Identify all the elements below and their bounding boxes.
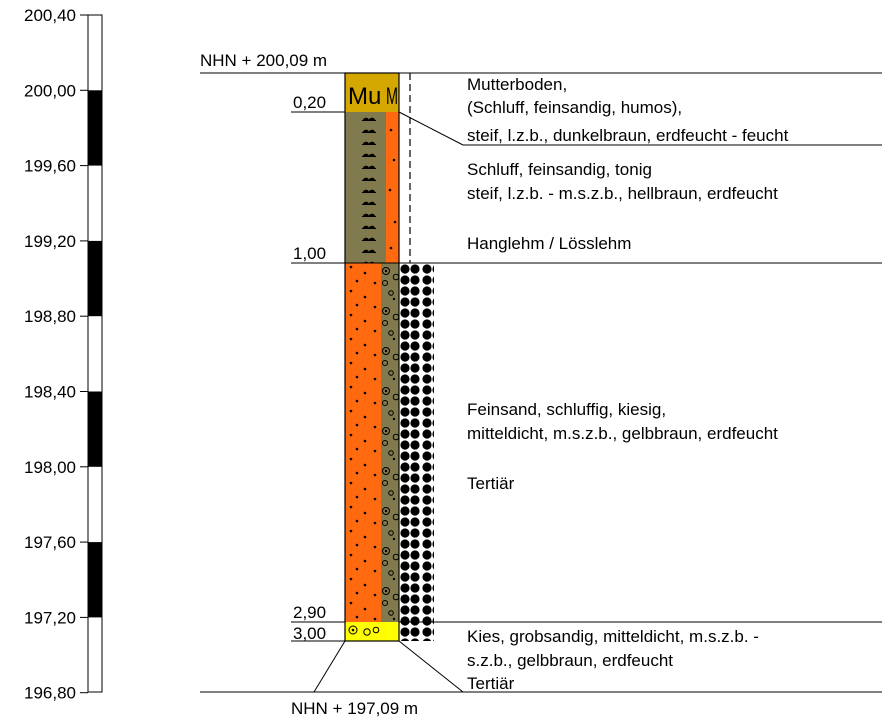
layer-kies bbox=[345, 622, 399, 641]
schluff-sand-dots bbox=[388, 128, 397, 250]
feinsand-gravel-pattern bbox=[381, 263, 399, 622]
depth-label-1-00: 1,00 bbox=[293, 244, 326, 263]
desc-schluff-4: Hanglehm / Lösslehm bbox=[467, 234, 631, 253]
desc-schluff-2: steif, l.z.b. - m.s.z.b., hellbraun, erd… bbox=[467, 184, 778, 203]
depth-label-0-20: 0,20 bbox=[293, 93, 326, 112]
mutterboden-fill bbox=[345, 73, 399, 112]
scale-tick-label: 200,00 bbox=[24, 81, 76, 100]
scale-tick-label: 198,80 bbox=[24, 307, 76, 326]
scale-tick-label: 199,20 bbox=[24, 232, 76, 251]
desc-schluff-1: Schluff, feinsandig, tonig bbox=[467, 160, 652, 179]
layer-mutterboden: Mu M bbox=[345, 73, 399, 112]
layer-feinsand bbox=[345, 263, 434, 641]
scale-bar-outline bbox=[87, 14, 103, 693]
desc-mutterboden-1: Mutterboden, bbox=[467, 75, 567, 94]
top-elevation-label: NHN + 200,09 m bbox=[200, 51, 327, 70]
schluff-pattern bbox=[345, 112, 386, 263]
scale-tick-label: 197,60 bbox=[24, 533, 76, 552]
schluff-sand-stripe bbox=[386, 112, 399, 263]
desc-mutterboden-2: (Schluff, feinsandig, humos), bbox=[467, 98, 682, 117]
kies-fill bbox=[345, 622, 399, 641]
layer-schluff bbox=[345, 112, 399, 263]
column-outline bbox=[344, 72, 400, 642]
scale-segment bbox=[88, 391, 102, 467]
bottom-elevation-label: NHN + 197,09 m bbox=[291, 699, 418, 718]
mu-symbol-side: M bbox=[386, 83, 398, 110]
depth-scale: 200,40 200,00 199,60 199,20 198,80 198,40 198,… bbox=[24, 6, 103, 703]
depth-label-3-00: 3,00 bbox=[293, 624, 326, 643]
desc-kies-2: s.z.b., gelbbraun, erdfeucht bbox=[467, 651, 673, 670]
scale-tick-label: 197,20 bbox=[24, 608, 76, 627]
scale-segment bbox=[88, 240, 102, 317]
scale-tick-label: 196,80 bbox=[24, 684, 76, 703]
desc-feinsand-4: Tertiär bbox=[467, 474, 515, 493]
depth-label-2-90: 2,90 bbox=[293, 603, 326, 622]
mu-symbol: Mu bbox=[348, 83, 381, 110]
desc-kies-3: Tertiär bbox=[467, 674, 515, 693]
scale-tick-label: 198,00 bbox=[24, 458, 76, 477]
boundary-lines bbox=[291, 111, 882, 693]
scale-segment bbox=[88, 542, 102, 618]
desc-kies-1: Kies, grobsandig, mitteldicht, m.s.z.b. … bbox=[467, 627, 759, 646]
scale-tick-label: 200,40 bbox=[24, 6, 76, 25]
desc-feinsand-2: mitteldicht, m.s.z.b., gelbbraun, erdfeu… bbox=[467, 424, 778, 443]
feinsand-pattern bbox=[345, 263, 381, 622]
scale-tick-label: 198,40 bbox=[24, 383, 76, 402]
scale-tick-label: 199,60 bbox=[24, 157, 76, 176]
feinsand-moisture-column bbox=[399, 263, 434, 641]
desc-mutterboden-3: steif, l.z.b., dunkelbraun, erdfeucht - … bbox=[467, 126, 789, 145]
scale-segment bbox=[88, 90, 102, 166]
desc-feinsand-1: Feinsand, schluffig, kiesig, bbox=[467, 400, 666, 419]
